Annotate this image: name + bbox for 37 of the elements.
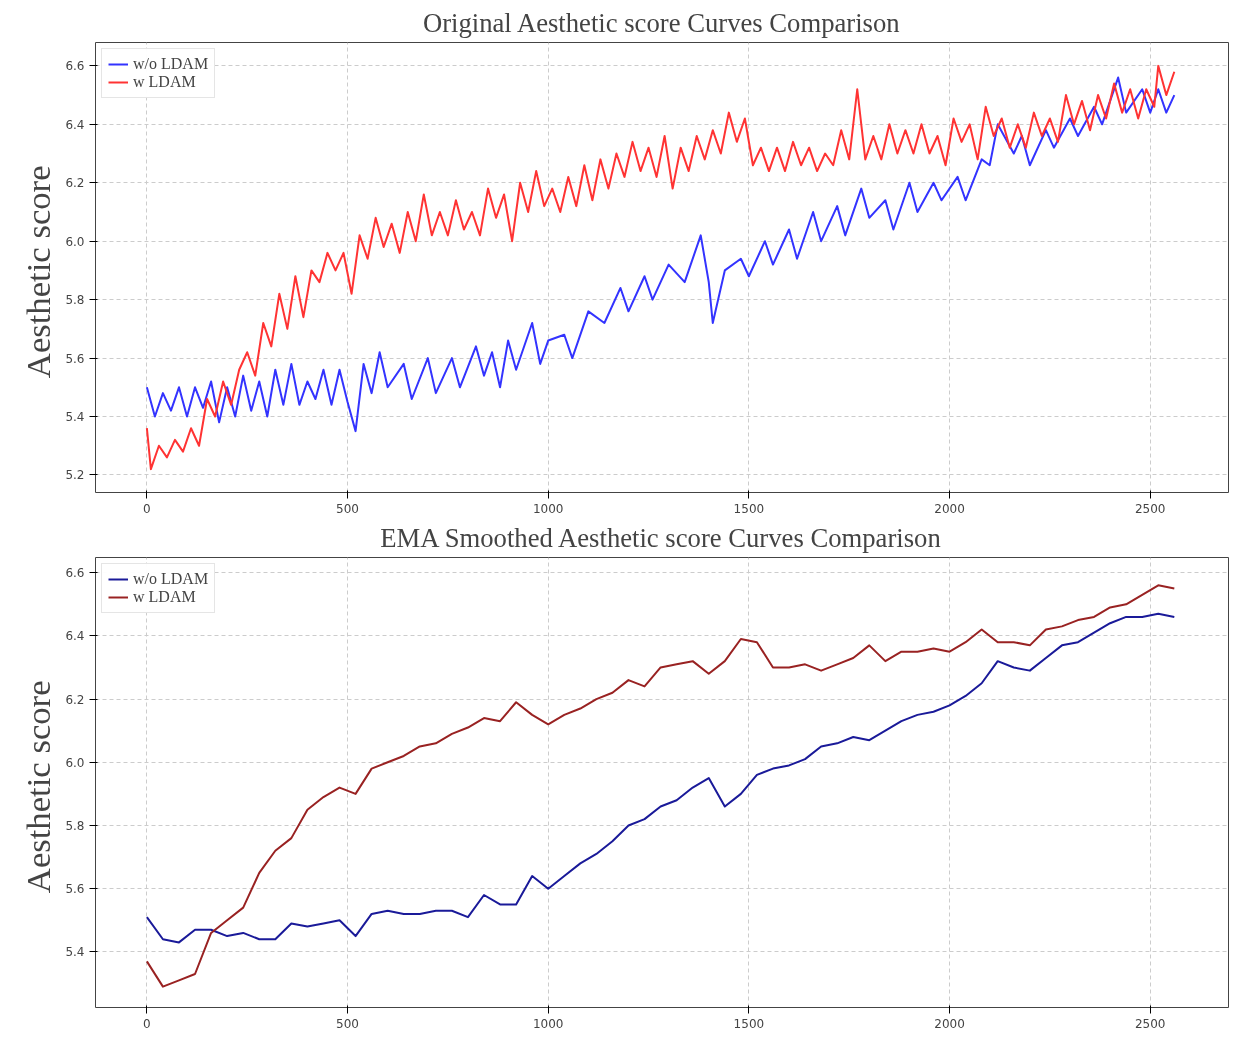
x-tick-label: 2500 xyxy=(1134,501,1166,516)
y-axis-title: Aesthetic score xyxy=(19,165,58,379)
x-tick-label: 2500 xyxy=(1134,1016,1166,1031)
x-tick-label: 1500 xyxy=(733,501,765,516)
chart-title: Original Aesthetic score Curves Comparison xyxy=(422,7,900,38)
y-tick-label: 6.2 xyxy=(65,176,85,191)
x-tick-label: 0 xyxy=(143,1016,151,1031)
y-tick-label: 5.8 xyxy=(65,818,85,833)
y-tick-label: 5.8 xyxy=(65,293,85,308)
y-tick-label: 5.6 xyxy=(65,351,85,366)
x-tick-label: 2000 xyxy=(934,1016,965,1031)
y-tick-label: 5.6 xyxy=(65,882,85,897)
x-tick-label: 1000 xyxy=(532,1016,564,1031)
x-tick-label: 500 xyxy=(336,501,359,516)
x-tick-label: 500 xyxy=(336,1016,359,1031)
legend-label: w/o LDAM xyxy=(133,55,209,73)
y-tick-label: 6.4 xyxy=(65,629,85,644)
y-tick-label: 6.0 xyxy=(65,234,85,249)
legend-label: w/o LDAM xyxy=(133,570,209,588)
y-tick-label: 5.2 xyxy=(65,468,85,483)
y-tick-label: 5.4 xyxy=(65,945,85,960)
x-tick-label: 0 xyxy=(143,501,151,516)
chart-title: EMA Smoothed Aesthetic score Curves Comparison xyxy=(380,522,941,553)
x-tick-label: 1500 xyxy=(733,1016,765,1031)
y-tick-label: 5.4 xyxy=(65,410,85,425)
y-tick-label: 6.2 xyxy=(65,692,85,707)
x-tick-label: 1000 xyxy=(532,501,564,516)
legend-label: w LDAM xyxy=(133,588,196,606)
y-tick-label: 6.6 xyxy=(65,59,85,74)
x-tick-label: 2000 xyxy=(934,501,965,516)
y-axis-title: Aesthetic score xyxy=(19,680,58,894)
y-tick-label: 6.4 xyxy=(65,117,85,132)
legend-label: w LDAM xyxy=(133,73,196,91)
line-series xyxy=(145,612,1176,944)
line-series xyxy=(145,584,1176,988)
y-tick-label: 6.0 xyxy=(65,755,85,770)
y-tick-label: 6.6 xyxy=(65,566,85,581)
